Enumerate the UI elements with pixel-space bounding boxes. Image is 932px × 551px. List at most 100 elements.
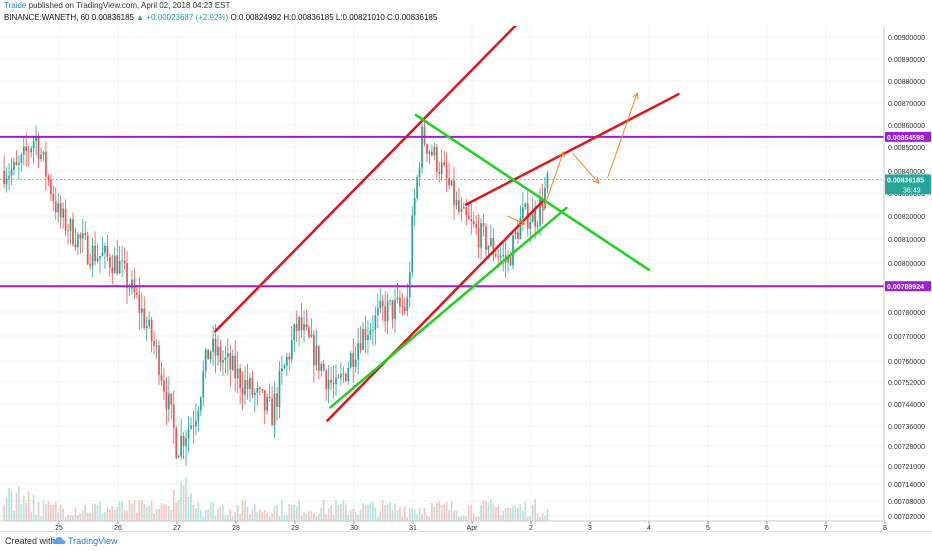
- volume-bar: [222, 505, 224, 521]
- author-link[interactable]: Traide: [4, 1, 27, 10]
- candle-body: [428, 151, 431, 154]
- candle-body: [167, 393, 170, 410]
- volume-bar: [185, 477, 187, 521]
- volume-bar: [458, 516, 460, 521]
- volume-bar: [438, 501, 441, 521]
- horizontal-levels: [0, 135, 884, 288]
- volume-bar: [539, 516, 541, 521]
- candle-body: [367, 335, 369, 340]
- candle-body: [374, 315, 377, 330]
- candle-body: [519, 218, 522, 240]
- candle-body: [212, 338, 214, 353]
- volume-bar: [266, 513, 269, 521]
- candle-body: [512, 235, 514, 266]
- volume-bar: [180, 483, 182, 521]
- time-tick-label: 31: [409, 525, 417, 531]
- tradingview-cloud-icon: [52, 537, 66, 544]
- candle-body: [81, 233, 84, 239]
- candle-body: [214, 338, 217, 356]
- time-tick-label: Apr: [467, 525, 479, 531]
- time-tick-label: 4: [647, 525, 651, 531]
- candle-body: [431, 151, 433, 156]
- volume-bar: [158, 509, 160, 521]
- tradingview-brand-link[interactable]: TradingView: [68, 536, 118, 546]
- price-chart[interactable]: 0.00900000 0.00890000 0.00880000 0.00870000…: [0, 26, 932, 531]
- candle-body: [244, 379, 246, 395]
- volume-bar: [74, 507, 77, 521]
- candle-body: [185, 438, 187, 446]
- projection-arrow-head: [593, 177, 600, 184]
- candle-body: [394, 299, 396, 319]
- candle-body: [163, 380, 165, 392]
- candle-body: [423, 126, 426, 145]
- price-tick-label: 0.00728000: [888, 444, 925, 451]
- price-tick-label: 0.00714000: [888, 482, 925, 489]
- volume-bar: [86, 512, 89, 521]
- volume-bar: [249, 514, 251, 521]
- candle-body: [86, 235, 89, 265]
- candle-body: [509, 256, 512, 266]
- current-price-label: 0.00836185: [887, 177, 924, 184]
- volume-bar: [512, 506, 514, 521]
- volume-bar: [524, 501, 527, 521]
- volume-bar: [494, 507, 497, 521]
- volume-bar: [384, 505, 387, 521]
- candle-body: [288, 356, 291, 360]
- volume-bar: [121, 501, 123, 521]
- volume-bar: [27, 491, 30, 521]
- candle-body: [187, 428, 190, 439]
- volume-bar: [234, 512, 237, 521]
- created-with-text: Created with: [5, 536, 56, 546]
- volume-bar: [153, 513, 155, 521]
- candle-body: [418, 167, 421, 178]
- candle-body: [116, 255, 119, 274]
- candle-body: [254, 392, 256, 396]
- volume-bar: [133, 500, 136, 521]
- candle-body: [199, 397, 202, 411]
- volume-bar: [20, 504, 23, 521]
- volume-bar: [187, 497, 190, 521]
- candle-body: [499, 256, 502, 258]
- volume-bar: [219, 506, 222, 521]
- volume-bar: [327, 507, 330, 521]
- price-tick-label: 0.00830000: [888, 191, 925, 198]
- volume-bar: [394, 503, 396, 521]
- volume-bar: [10, 490, 13, 521]
- volume-bar: [131, 503, 133, 521]
- time-tick-label: 6: [765, 525, 769, 531]
- volume-bar: [337, 504, 340, 521]
- candle-body: [32, 141, 35, 149]
- level-price-label-bg: [885, 131, 931, 142]
- candle-body: [222, 360, 224, 363]
- candle-body: [143, 308, 146, 328]
- volume-bar: [199, 509, 202, 521]
- candle-body: [57, 203, 60, 213]
- candle-body: [362, 328, 364, 350]
- candle-body: [197, 410, 200, 421]
- volume-bar: [416, 514, 418, 521]
- candle-body: [123, 260, 126, 264]
- volume-bar: [499, 515, 502, 521]
- volume-bar: [89, 512, 92, 521]
- candle-body: [239, 368, 241, 389]
- candle-body: [285, 356, 288, 366]
- chart-footer: Created with TradingView: [0, 531, 932, 551]
- candle-body: [113, 255, 116, 274]
- candle-body: [251, 377, 254, 396]
- volume-bar: [254, 504, 256, 521]
- price-tick-label: 0.00880000: [888, 79, 925, 86]
- candle-body: [111, 267, 114, 274]
- candle-body: [369, 330, 372, 336]
- candle-body: [507, 256, 509, 263]
- candle-body: [256, 387, 259, 393]
- price-axis: 0.00900000 0.00890000 0.00880000 0.00870000…: [883, 26, 932, 531]
- price-axis-bg: [884, 26, 932, 531]
- price-tick-label: 0.00770000: [888, 334, 925, 341]
- candle-body: [541, 198, 544, 208]
- chart-header: Traide published on TradingView.com, Apr…: [0, 0, 932, 26]
- candle-body: [396, 297, 399, 300]
- volume-bar: [423, 507, 426, 521]
- volume-bar: [81, 510, 84, 521]
- volume-bar: [534, 499, 536, 521]
- volume-bar: [507, 507, 509, 521]
